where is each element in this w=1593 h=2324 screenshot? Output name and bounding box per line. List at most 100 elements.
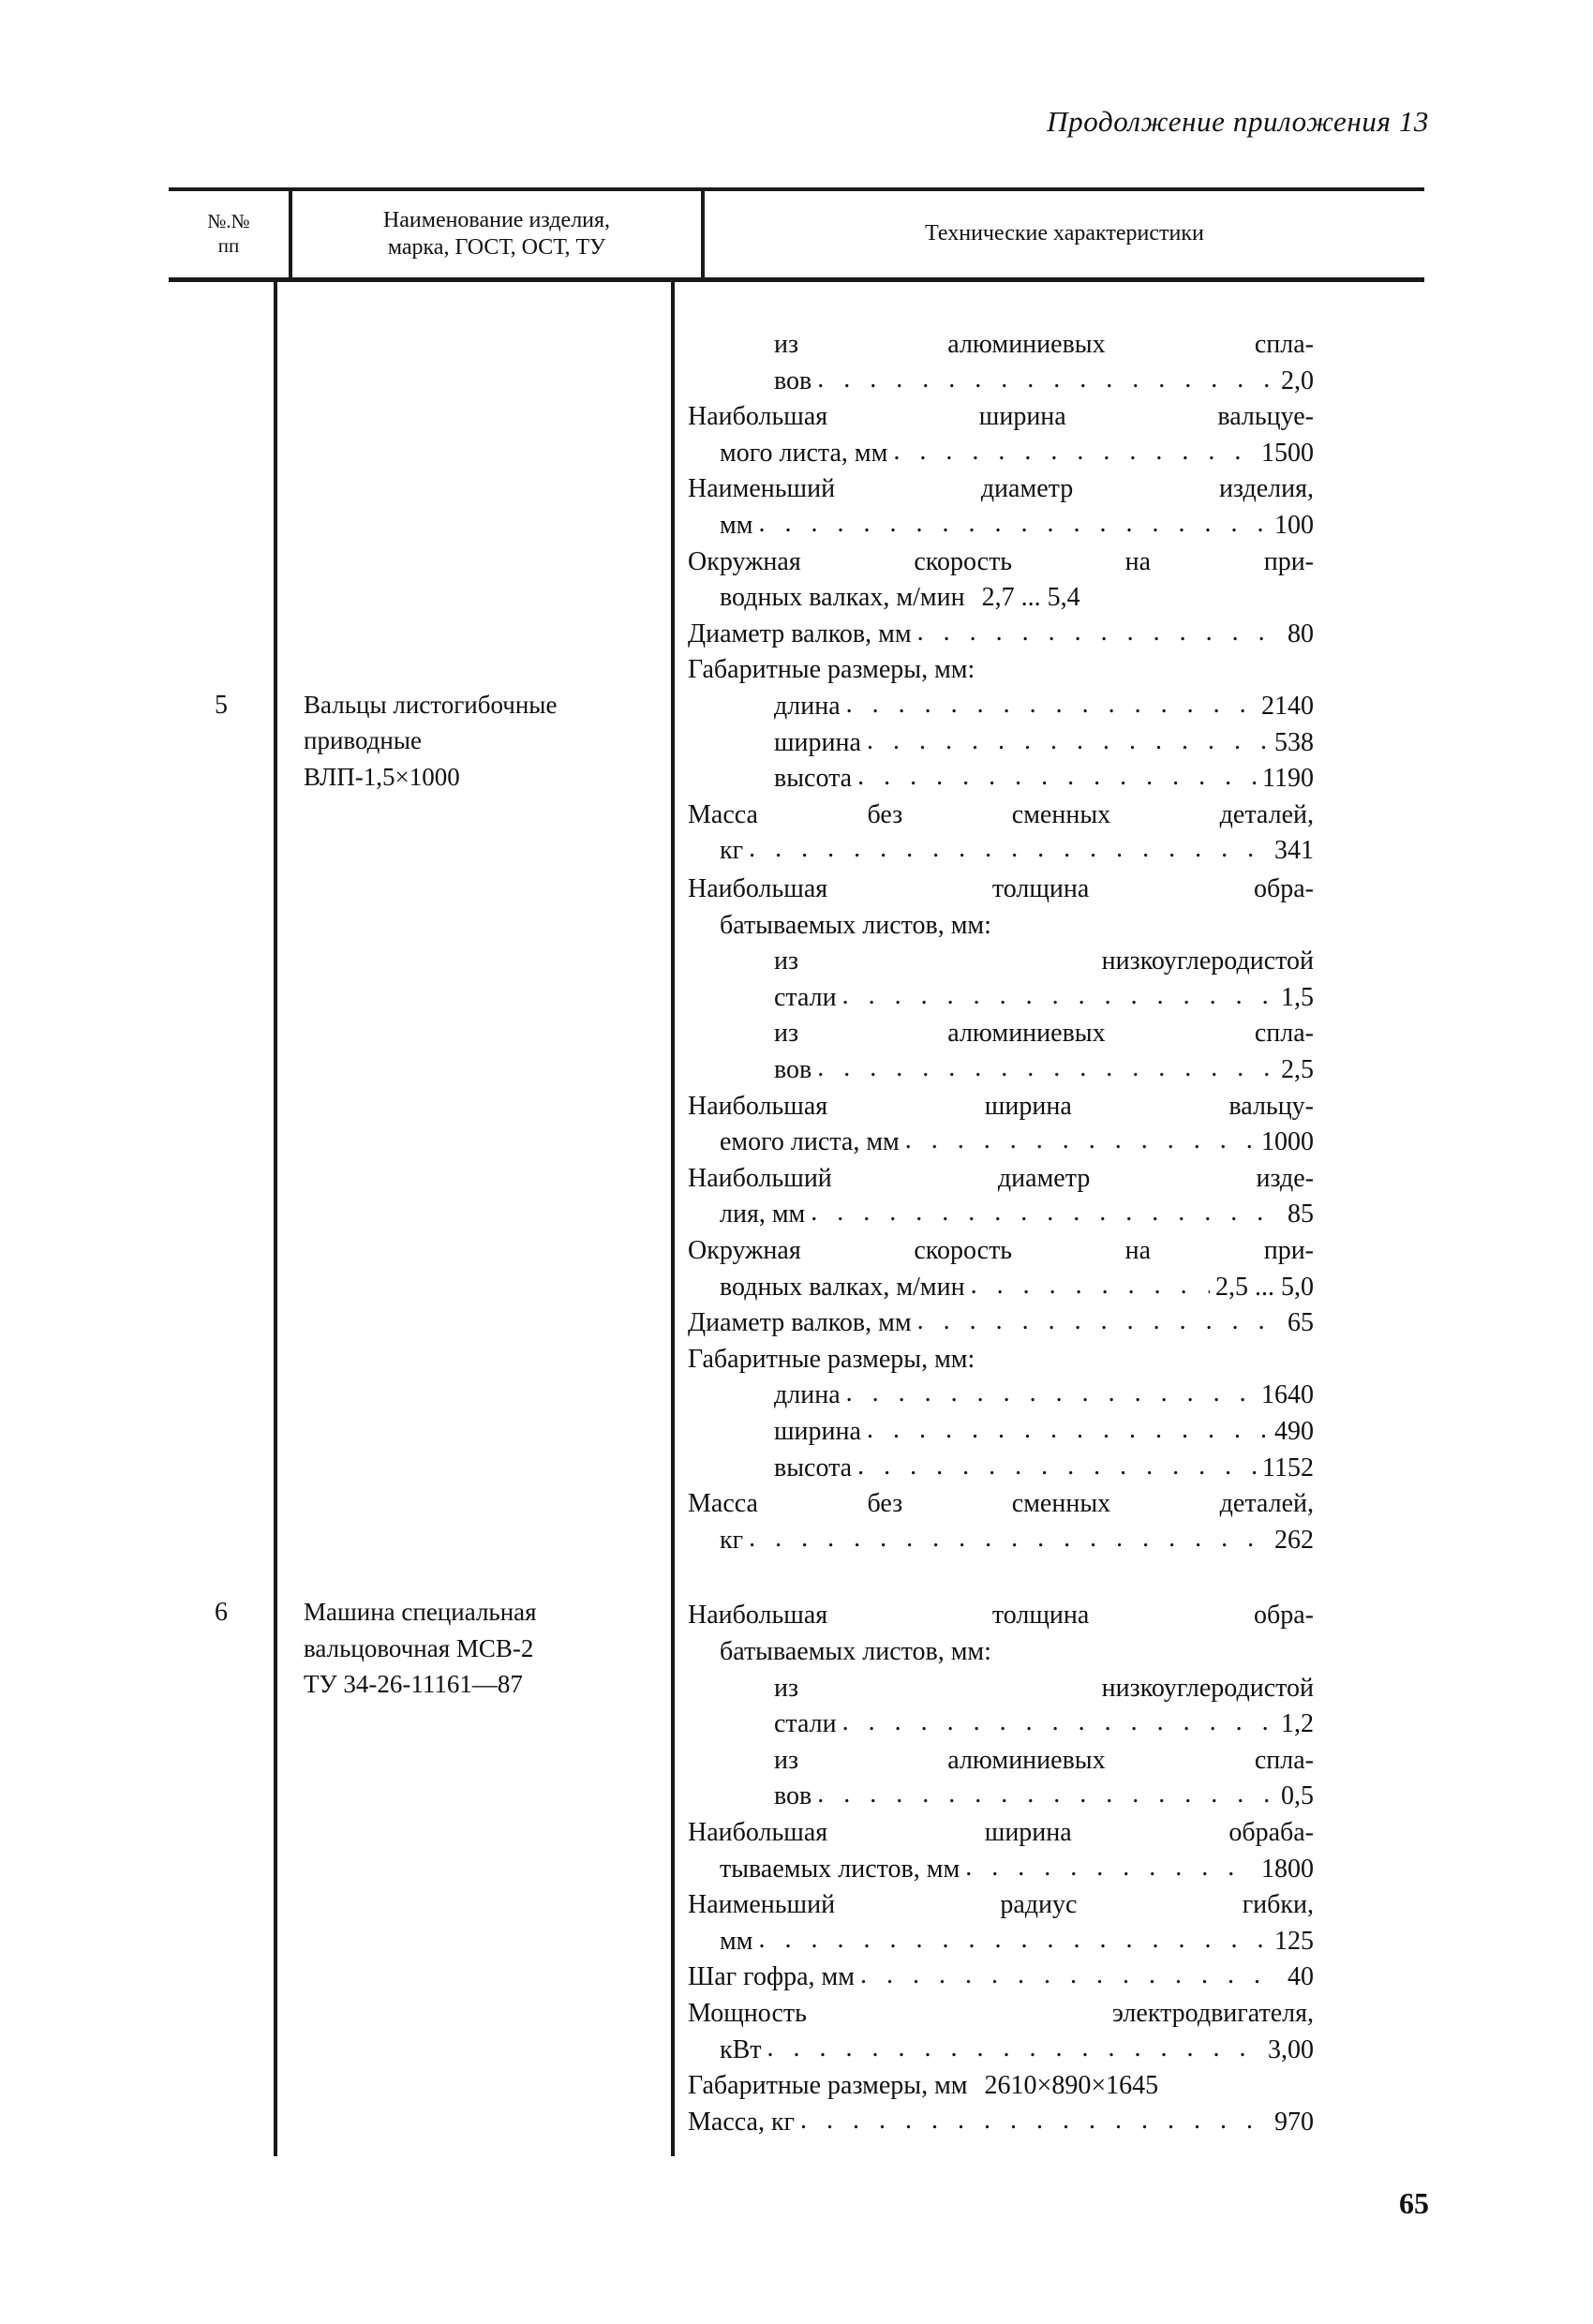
column-header-number-line2: пп xyxy=(217,234,240,257)
spec-line: Наибольшая ширина вальцу- xyxy=(688,1089,1314,1125)
spec-line: Наибольшая ширина вальцуе- xyxy=(688,399,1314,436)
spec-value: 1800 xyxy=(1261,1854,1314,1884)
spec-line: батываемых листов, мм: xyxy=(688,1634,1314,1671)
spec-value: 40 xyxy=(1288,1962,1314,1992)
spec-label: Наибольшая ширина вальцуе- xyxy=(688,402,1314,432)
spec-line: стали. . . . . . . . . . . . . . . . . .… xyxy=(688,1706,1314,1743)
spec-label: Наибольшая толщина обра- xyxy=(688,874,1314,903)
spec-line: Окружная скорость на при- xyxy=(688,544,1314,581)
spec-label: кВт xyxy=(720,2034,762,2064)
spec-line: лия, мм. . . . . . . . . . . . . . . . .… xyxy=(688,1197,1314,1233)
spec-line: длина. . . . . . . . . . . . . . . . . .… xyxy=(688,689,1314,725)
table-header-row: №.№ пп Наименование изделия, марка, ГОСТ… xyxy=(169,191,1424,277)
spec-label: вов xyxy=(774,1781,812,1811)
dot-leader: . . . . . . . . . . . . . . . . . . . . … xyxy=(916,1306,1282,1336)
spec-value: 1,2 xyxy=(1281,1709,1314,1739)
dot-leader: . . . . . . . . . . . . . . . . . . . . … xyxy=(916,617,1282,647)
spec-value: 1152 xyxy=(1262,1452,1314,1482)
spec-value: 65 xyxy=(1288,1308,1314,1338)
spec-value: 2,5 xyxy=(1281,1054,1314,1084)
spec-label: Габаритные размеры, мм: xyxy=(688,655,975,685)
column-header-number-line1: №.№ xyxy=(207,210,250,233)
spec-label: вов xyxy=(774,1054,812,1084)
spec-label: Наибольшая толщина обра- xyxy=(688,1601,1314,1631)
spec-line: Наибольшая толщина обра- xyxy=(688,1598,1314,1634)
dot-leader: . . . . . . . . . . . . . . . . . . . . … xyxy=(811,1198,1282,1228)
spec-line: из алюминиевых спла- xyxy=(688,1743,1314,1780)
dot-leader: . . . . . . . . . . . . . . . . . . . . … xyxy=(857,762,1257,792)
spec-label: Шаг гофра, мм xyxy=(688,1962,855,1992)
spec-value: 85 xyxy=(1288,1199,1314,1229)
spec-line: кг. . . . . . . . . . . . . . . . . . . … xyxy=(688,1523,1314,1559)
specification-table: №.№ пп Наименование изделия, марка, ГОСТ… xyxy=(169,187,1424,2156)
spec-label: из алюминиевых спла- xyxy=(774,330,1314,359)
spec-line: Наибольший диаметр изде- xyxy=(688,1161,1314,1198)
spec-line: емого листа, мм. . . . . . . . . . . . .… xyxy=(688,1125,1314,1161)
spec-line: из низкоуглеродистой xyxy=(688,1671,1314,1707)
spec-line: вов. . . . . . . . . . . . . . . . . . .… xyxy=(688,364,1314,400)
spec-label: Диаметр валков, мм xyxy=(688,618,912,648)
spec-label: кг xyxy=(720,836,744,866)
spec-label: Окружная скорость на при- xyxy=(688,1235,1314,1265)
dot-leader: . . . . . . . . . . . . . . . . . . . . … xyxy=(845,689,1256,719)
spec-label: стали xyxy=(774,982,837,1012)
spec-label: лия, мм xyxy=(720,1199,806,1229)
spec-value: 2,5 ... 5,0 xyxy=(1215,1272,1314,1302)
column-header-specifications-line1: Технические характеристики xyxy=(925,221,1204,246)
spec-line: Наименьший радиус гибки, xyxy=(688,1887,1314,1924)
spec-line: мого листа, мм. . . . . . . . . . . . . … xyxy=(688,436,1314,472)
spec-label: Наименьший диаметр изделия, xyxy=(688,474,1314,504)
running-head: Продолжение приложения 13 xyxy=(1047,105,1429,138)
column-header-specifications: Технические характеристики xyxy=(705,220,1424,247)
page-number: 65 xyxy=(1399,2186,1429,2220)
dot-leader: . . . . . . . . . . . . . . . . . . . . … xyxy=(817,1052,1275,1082)
spec-line: высота. . . . . . . . . . . . . . . . . … xyxy=(688,761,1314,797)
spec-value: 2,0 xyxy=(1281,365,1314,395)
spec-line: из алюминиевых спла- xyxy=(688,1016,1314,1052)
spec-value: 490 xyxy=(1274,1416,1314,1446)
spec-block-continued: из алюминиевых спла-вов. . . . . . . . .… xyxy=(688,327,1314,870)
table-body: 5 6 Вальцы листогибочные приводные ВЛП-1… xyxy=(169,282,1424,2156)
spec-line: Габаритные размеры, мм: xyxy=(688,652,1314,689)
body-column-specifications: из алюминиевых спла-вов. . . . . . . . .… xyxy=(675,282,1424,2156)
spec-label: высота xyxy=(774,1452,853,1482)
spec-line: Диаметр валков, мм. . . . . . . . . . . … xyxy=(688,1305,1314,1342)
spec-value: 80 xyxy=(1288,618,1314,648)
spec-line: водных валках, м/мин 2,7 ... 5,4 xyxy=(688,580,1314,617)
spec-label: мого листа, мм xyxy=(720,438,888,468)
row-number-6: 6 xyxy=(215,1598,228,1628)
spec-label: батываемых листов, мм: xyxy=(720,1636,991,1666)
spec-label: Мощность электродвигателя, xyxy=(688,1998,1314,2028)
spec-block-row-5: Наибольшая толщина обра-батываемых листо… xyxy=(688,872,1314,1558)
spec-label: вов xyxy=(774,365,812,395)
spec-label: Габаритные размеры, мм xyxy=(688,2071,968,2101)
spec-line: тываемых листов, мм. . . . . . . . . . .… xyxy=(688,1852,1314,1888)
spec-value: 1500 xyxy=(1261,438,1314,468)
spec-line: из низкоуглеродистой xyxy=(688,944,1314,980)
spec-label: длина xyxy=(774,1380,841,1410)
table-header-bottom-rule xyxy=(169,277,1424,282)
spec-label: Наибольшая ширина вальцу- xyxy=(688,1091,1314,1121)
spec-line: кВт. . . . . . . . . . . . . . . . . . .… xyxy=(688,2033,1314,2069)
spec-label: Масса без сменных деталей, xyxy=(688,799,1314,829)
spec-line: ширина. . . . . . . . . . . . . . . . . … xyxy=(688,1414,1314,1451)
spec-line: кг. . . . . . . . . . . . . . . . . . . … xyxy=(688,833,1314,870)
dot-leader: . . . . . . . . . . . . . . . . . . . . … xyxy=(841,980,1275,1010)
header-vertical-separator-2 xyxy=(701,191,705,277)
spec-label: батываемых листов, мм: xyxy=(720,910,991,940)
spec-value: 2140 xyxy=(1261,691,1314,721)
spec-label: стали xyxy=(774,1709,837,1739)
spec-label: из алюминиевых спла- xyxy=(774,1745,1314,1775)
dot-leader: . . . . . . . . . . . . . . . . . . . . … xyxy=(893,436,1256,466)
spec-label: ширина xyxy=(774,727,861,757)
spec-value: 125 xyxy=(1274,1926,1314,1956)
spec-line: Мощность электродвигателя, xyxy=(688,1996,1314,2033)
dot-leader: . . . . . . . . . . . . . . . . . . . . … xyxy=(758,1924,1269,1954)
spec-line: Масса, кг. . . . . . . . . . . . . . . .… xyxy=(688,2105,1314,2141)
dot-leader: . . . . . . . . . . . . . . . . . . . . … xyxy=(866,1414,1269,1444)
spec-value: 100 xyxy=(1274,510,1314,540)
spec-label: Масса без сменных деталей, xyxy=(688,1489,1314,1519)
spec-value: 262 xyxy=(1274,1525,1314,1555)
spec-label: тываемых листов, мм xyxy=(720,1854,960,1884)
